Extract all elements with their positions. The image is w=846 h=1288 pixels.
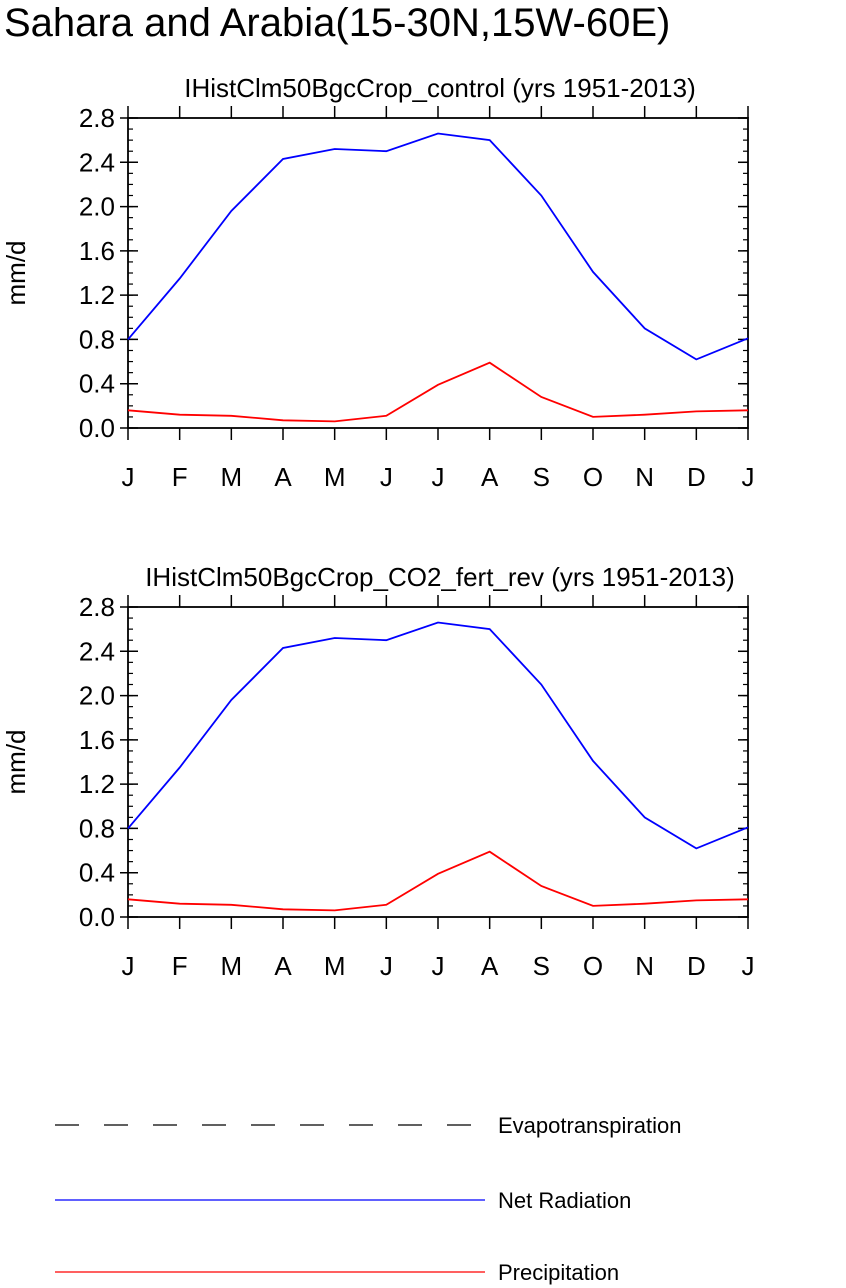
x-tick-label: F [172,462,188,492]
x-tick-label: J [742,462,755,492]
x-tick-label: O [583,462,603,492]
legend-label-net-radiation: Net Radiation [498,1188,631,1213]
x-tick-label: J [432,951,445,981]
series-line-net-radiation [127,132,749,361]
x-tick-label: S [533,951,550,981]
chart-title: IHistClm50BgcCrop_control (yrs 1951-2013… [184,73,696,103]
y-tick-label: 2.8 [79,103,115,133]
x-tick-label: A [274,951,292,981]
figure-title: Sahara and Arabia(15-30N,15W-60E) [4,1,670,45]
y-tick-label: 2.4 [79,147,115,177]
chart-panel-2: IHistClm50BgcCrop_CO2_fert_rev (yrs 1951… [1,562,755,981]
x-tick-label: N [635,951,654,981]
y-tick-label: 2.8 [79,592,115,622]
x-tick-label: J [122,462,135,492]
y-tick-label: 1.2 [79,280,115,310]
series-line-precipitation [127,361,749,423]
series-line-precipitation [127,850,749,912]
legend: Evapotranspiration Net Radiation Precipita… [55,1113,681,1285]
x-tick-label: A [481,951,499,981]
y-tick-label: 0.0 [79,413,115,443]
legend-label-evapotranspiration: Evapotranspiration [498,1113,681,1138]
x-tick-label: S [533,462,550,492]
y-tick-label: 0.0 [79,902,115,932]
x-tick-label: F [172,951,188,981]
y-tick-label: 2.4 [79,636,115,666]
x-tick-label: D [687,462,706,492]
legend-label-precipitation: Precipitation [498,1260,619,1285]
x-tick-label: O [583,951,603,981]
y-tick-label: 2.0 [79,192,115,222]
chart-title: IHistClm50BgcCrop_CO2_fert_rev (yrs 1951… [145,562,735,592]
y-tick-label: 1.6 [79,725,115,755]
x-tick-label: J [742,951,755,981]
plot-frame [127,606,749,918]
x-tick-label: J [122,951,135,981]
x-tick-label: M [220,462,242,492]
x-tick-label: J [432,462,445,492]
y-tick-label: 0.4 [79,858,115,888]
x-tick-label: M [324,462,346,492]
x-tick-label: A [274,462,292,492]
y-tick-label: 2.0 [79,681,115,711]
x-tick-label: J [380,951,393,981]
y-tick-label: 0.8 [79,813,115,843]
y-tick-label: 0.4 [79,369,115,399]
x-tick-label: D [687,951,706,981]
x-tick-label: A [481,462,499,492]
x-tick-label: J [380,462,393,492]
y-axis-label: mm/d [1,241,31,306]
x-tick-label: M [324,951,346,981]
y-tick-label: 1.6 [79,236,115,266]
y-axis-label: mm/d [1,730,31,795]
y-tick-label: 1.2 [79,769,115,799]
series-line-net-radiation [127,621,749,850]
x-tick-label: N [635,462,654,492]
plot-frame [127,117,749,429]
y-tick-label: 0.8 [79,324,115,354]
chart-panel-1: IHistClm50BgcCrop_control (yrs 1951-2013… [1,73,755,492]
x-tick-label: M [220,951,242,981]
